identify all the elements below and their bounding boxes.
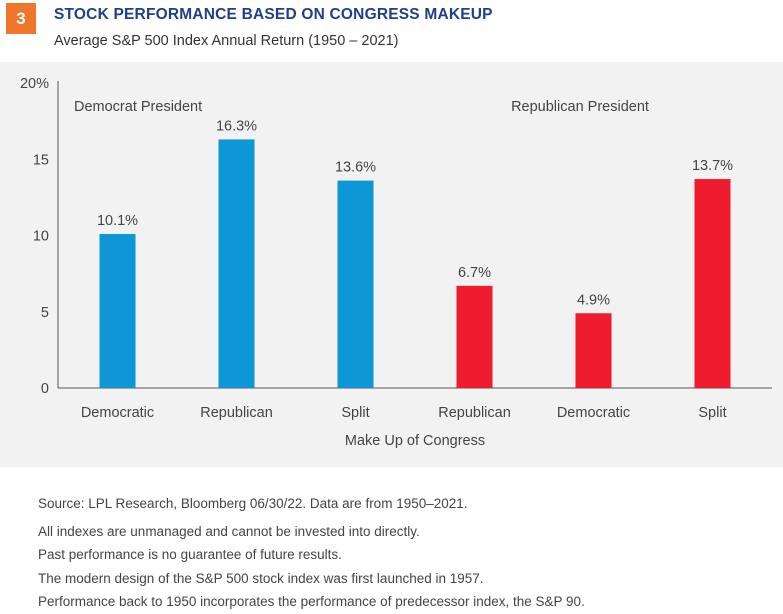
x-tick-label: Republican <box>438 405 511 421</box>
footnotes: Source: LPL Research, Bloomberg 06/30/22… <box>38 492 585 614</box>
figure-number-badge: 3 <box>6 3 36 34</box>
bar <box>456 285 493 388</box>
y-tick-label: 5 <box>41 305 49 321</box>
group-label-democrat-president: Democrat President <box>74 99 202 115</box>
bar <box>575 313 612 388</box>
x-tick-label: Split <box>698 405 726 421</box>
bar-value-label: 4.9% <box>577 292 610 308</box>
disclaimer-line: All indexes are unmanaged and cannot be … <box>38 523 420 539</box>
disclaimer-line: Performance back to 1950 incorporates th… <box>38 594 585 609</box>
y-tick-label: 15 <box>33 152 49 168</box>
bar-value-label: 10.1% <box>97 213 138 229</box>
bar-value-label: 13.6% <box>335 160 376 176</box>
x-tick-label: Democratic <box>557 405 630 421</box>
y-tick-label: 0 <box>41 381 49 397</box>
disclaimer-line: The modern design of the S&P 500 stock i… <box>38 570 484 586</box>
bar <box>218 139 255 388</box>
y-tick-label: 10 <box>33 229 49 245</box>
chart-title: STOCK PERFORMANCE BASED ON CONGRESS MAKE… <box>54 6 493 23</box>
bar-value-label: 16.3% <box>216 118 257 134</box>
bar <box>337 180 374 388</box>
bar <box>694 179 731 388</box>
source-note: Source: LPL Research, Bloomberg 06/30/22… <box>38 496 468 511</box>
x-tick-label: Split <box>341 405 369 421</box>
disclaimer-line: Past performance is no guarantee of futu… <box>38 547 342 562</box>
bar-chart: 0 5 10 15 20% Democrat President Republican Pr… <box>20 76 772 449</box>
chart-subtitle: Average S&P 500 Index Annual Return (195… <box>54 33 399 49</box>
x-tick-label: Republican <box>200 405 273 421</box>
x-tick-label: Democratic <box>81 405 154 421</box>
bar <box>99 233 136 388</box>
bar-value-label: 6.7% <box>458 265 491 281</box>
y-tick-label: 20% <box>20 76 49 92</box>
bar-value-label: 13.7% <box>692 158 733 174</box>
group-label-republican-president: Republican President <box>511 99 649 115</box>
x-axis-title: Make Up of Congress <box>345 433 485 449</box>
